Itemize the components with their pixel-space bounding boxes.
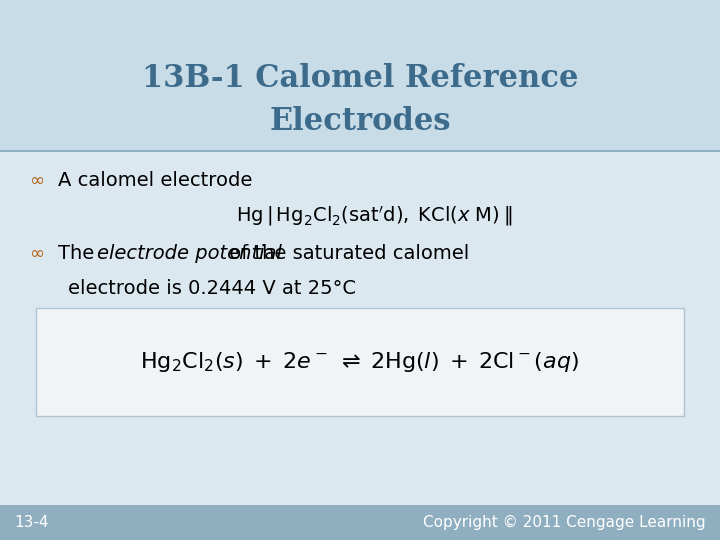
Text: $\mathrm{Hg_2Cl_2}(s)\;+\;2e^-\;\rightleftharpoons\;2\mathrm{Hg}(l)\;+\;2\mathrm: $\mathrm{Hg_2Cl_2}(s)\;+\;2e^-\;\rightle… — [140, 350, 580, 374]
Text: ∞: ∞ — [29, 172, 44, 190]
Text: The: The — [58, 244, 100, 264]
Text: of the saturated calomel: of the saturated calomel — [223, 244, 469, 264]
Text: 13B-1 Calomel Reference: 13B-1 Calomel Reference — [142, 63, 578, 94]
Text: Electrodes: Electrodes — [269, 106, 451, 137]
Text: ∞: ∞ — [29, 245, 44, 263]
FancyBboxPatch shape — [0, 505, 720, 540]
Text: A calomel electrode: A calomel electrode — [58, 171, 252, 191]
Text: electrode is 0.2444 V at 25°C: electrode is 0.2444 V at 25°C — [68, 279, 356, 299]
Text: electrode potential: electrode potential — [97, 244, 282, 264]
Text: Copyright © 2011 Cengage Learning: Copyright © 2011 Cengage Learning — [423, 515, 706, 530]
Text: $\mathrm{Hg\,|\,Hg_2Cl_2(sat'd),\;KCl}(x\;\mathrm{M})\;\|$: $\mathrm{Hg\,|\,Hg_2Cl_2(sat'd),\;KCl}(x… — [236, 204, 513, 228]
FancyBboxPatch shape — [36, 308, 684, 416]
FancyBboxPatch shape — [0, 151, 720, 505]
Text: 13-4: 13-4 — [14, 515, 49, 530]
FancyBboxPatch shape — [0, 0, 720, 151]
